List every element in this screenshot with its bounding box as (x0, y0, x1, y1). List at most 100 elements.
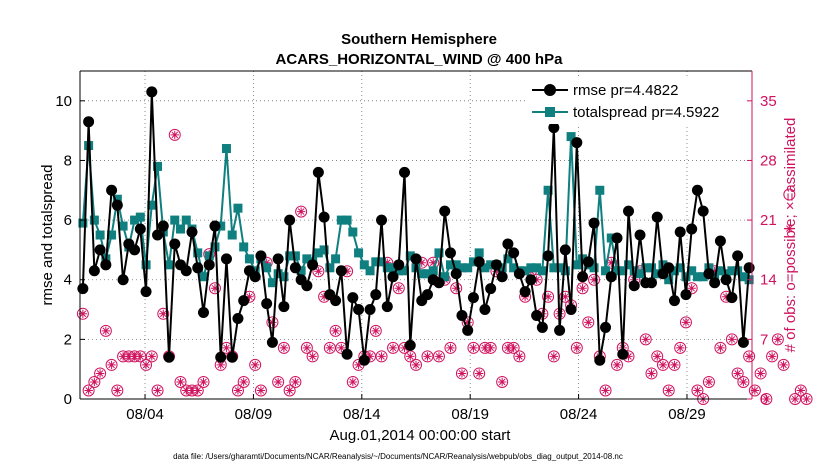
obs-assimilated-marker (561, 292, 570, 301)
obs-possible-marker (679, 316, 692, 329)
x-tick-label: 08/04 (126, 406, 164, 423)
chart-subtitle: ACARS_HORIZONTAL_WIND @ 400 hPa (276, 51, 564, 68)
rmse-point (163, 351, 175, 363)
totalspread-point (566, 132, 576, 142)
data-file-footnote: data file: /Users/gharamti/Documents/NCA… (173, 452, 623, 461)
rmse-point (525, 274, 537, 286)
rmse-point (726, 292, 738, 304)
x-tick-label: 08/29 (668, 406, 706, 423)
obs-possible-marker (800, 393, 813, 405)
x-tick-label: 08/14 (343, 406, 381, 423)
obs-possible-marker (743, 350, 756, 363)
obs-possible-marker (473, 367, 486, 380)
totalspread-point (365, 266, 375, 276)
totalspread-point (273, 269, 283, 279)
obs-assimilated-marker (354, 360, 363, 370)
rmse-point (307, 259, 319, 271)
totalspread-point (555, 263, 565, 273)
obs-possible-marker (570, 341, 583, 354)
rmse-point (548, 122, 560, 134)
rmse-point (680, 289, 692, 301)
rmse-point (444, 247, 456, 259)
rmse-point (697, 205, 709, 217)
obs-assimilated-marker (750, 386, 760, 395)
obs-assimilated-marker (394, 284, 403, 293)
rmse-point (255, 250, 267, 262)
obs-possible-marker (168, 128, 181, 141)
rmse-point (439, 205, 451, 217)
totalspread-point (572, 260, 582, 270)
obs-assimilated-marker (268, 318, 277, 327)
obs-possible-marker (760, 393, 773, 405)
obs-possible-marker (651, 350, 664, 363)
obs-possible-marker (691, 384, 704, 397)
obs-assimilated-marker (250, 360, 260, 370)
obs-assimilated-marker (727, 335, 737, 344)
rmse-point (152, 229, 164, 241)
obs-assimilated-marker (279, 343, 289, 353)
totalspread-point (624, 260, 634, 270)
rmse-point (387, 271, 399, 283)
obs-possible-marker (599, 384, 612, 397)
totalspread-point (204, 251, 214, 261)
totalspread-point (89, 215, 99, 225)
rmse-point (209, 220, 221, 232)
obs-assimilated-marker (101, 326, 111, 336)
obs-assimilated-marker (325, 343, 335, 353)
totalspread-point (445, 260, 455, 270)
totalspread-point (78, 218, 88, 228)
rmse-point (180, 265, 192, 277)
obs-possible-marker (702, 375, 715, 388)
totalspread-point (147, 200, 157, 210)
rmse-point (737, 336, 749, 348)
totalspread-point (239, 242, 249, 252)
totalspread-point (526, 263, 536, 273)
obs-possible-marker (88, 375, 101, 388)
rmse-point (341, 348, 353, 360)
rmse-point (617, 348, 629, 360)
totalspread-point (618, 266, 628, 276)
obs-possible-marker (306, 350, 319, 363)
totalspread-point (170, 215, 180, 225)
obs-possible-marker (300, 341, 313, 354)
obs-possible-marker (450, 282, 463, 295)
obs-assimilated-marker (612, 360, 622, 370)
obs-possible-marker (237, 375, 250, 388)
rmse-point (278, 301, 290, 313)
obs-possible-marker (513, 350, 526, 363)
rmse-point (467, 292, 479, 304)
obs-assimilated-marker (653, 352, 662, 361)
obs-assimilated-marker (578, 284, 587, 293)
obs-possible-marker (289, 375, 302, 388)
totalspread-point (468, 257, 478, 267)
y-right-tick-label: 21 (760, 212, 777, 229)
obs-possible-marker (312, 265, 325, 278)
obs-assimilated-marker (210, 284, 220, 293)
obs-assimilated-marker (342, 267, 352, 276)
rmse-point (473, 256, 485, 268)
obs-assimilated-marker (84, 386, 93, 395)
obs-possible-marker (254, 384, 267, 397)
obs-possible-marker (76, 307, 89, 320)
obs-assimilated-marker (549, 352, 559, 361)
rmse-point (674, 226, 686, 238)
obs-possible-marker (157, 307, 170, 320)
rmse-point (399, 166, 411, 178)
rmse-point (261, 298, 273, 310)
totalspread-point (216, 221, 226, 231)
rmse-point (301, 280, 313, 292)
rmse-point (381, 301, 393, 313)
totalspread-point (434, 248, 444, 258)
rmse-point (462, 324, 474, 336)
obs-assimilated-marker (434, 352, 444, 361)
y-right-tick-label: 7 (760, 331, 768, 348)
obs-possible-marker (645, 367, 658, 380)
rmse-point (404, 339, 416, 351)
obs-assimilated-marker (371, 326, 380, 336)
obs-possible-marker (208, 282, 221, 295)
rmse-point (485, 283, 497, 295)
rmse-point (496, 271, 508, 283)
obs-assimilated-marker (423, 352, 432, 361)
totalspread-point (267, 278, 277, 288)
obs-assimilated-marker (411, 360, 421, 370)
